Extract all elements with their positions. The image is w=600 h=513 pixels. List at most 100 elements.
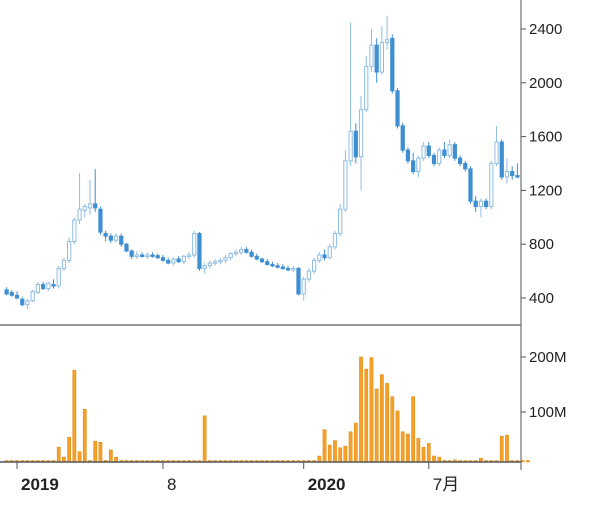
candle-body	[77, 208, 82, 221]
candle-body	[421, 145, 426, 159]
candle-body	[301, 278, 306, 295]
candle-body	[322, 254, 327, 259]
candle-body	[463, 163, 468, 170]
x-tick-label: 2020	[308, 475, 346, 494]
candle-body	[395, 90, 400, 127]
volume-bar	[499, 435, 504, 463]
volume-bar	[411, 396, 416, 463]
candle-body	[192, 232, 197, 256]
candle-body	[150, 254, 155, 257]
volume-bar	[338, 447, 343, 463]
candle-body	[25, 300, 30, 306]
candle-body	[390, 37, 395, 92]
candle-body	[186, 254, 192, 257]
volume-bar	[353, 422, 358, 463]
volume-bar	[343, 445, 348, 463]
candle-body	[4, 289, 9, 295]
price-tick-label: 400	[529, 290, 554, 307]
candle-body	[343, 160, 348, 210]
candle-body	[400, 125, 405, 151]
candle-body	[442, 149, 447, 156]
volume-bar	[374, 388, 379, 463]
volume-bar	[359, 356, 363, 463]
volume-bar	[72, 369, 77, 463]
volume-bar	[202, 415, 207, 463]
candle-body	[426, 145, 431, 156]
volume-bar	[426, 443, 431, 463]
candle-body	[249, 251, 254, 257]
candle-body	[353, 130, 358, 158]
candle-body	[134, 254, 140, 257]
candle-body	[46, 282, 51, 290]
candle-body	[285, 267, 291, 271]
candle-body	[103, 232, 108, 237]
volume-bar	[82, 409, 87, 463]
candle-body	[171, 258, 176, 264]
candle-body	[20, 298, 25, 306]
volume-bar	[421, 446, 426, 463]
candle-body	[452, 144, 457, 159]
volume-bar	[93, 440, 98, 463]
candle-body	[223, 257, 228, 261]
price-panel	[4, 15, 520, 309]
price-tick-label: 2000	[529, 75, 562, 92]
candle-body	[87, 203, 93, 209]
candle-body	[51, 284, 56, 287]
candle-body	[218, 259, 223, 263]
volume-bar	[348, 431, 353, 463]
candle-body	[275, 265, 280, 268]
candle-body	[494, 141, 499, 164]
candle-body	[140, 254, 145, 257]
candle-body	[447, 144, 452, 156]
candle-body	[291, 267, 296, 271]
x-tick-label: 2019	[21, 475, 59, 494]
candle-body	[228, 253, 233, 259]
volume-panel	[4, 356, 530, 463]
volume-bar	[400, 431, 405, 463]
candle-body	[212, 261, 218, 264]
volume-bar	[77, 451, 82, 463]
candle-body	[431, 154, 437, 164]
candle-body	[30, 290, 35, 302]
candle-body	[239, 249, 244, 253]
candle-body	[35, 284, 40, 294]
price-tick-label: 2400	[529, 21, 562, 38]
x-tick-label: 7月	[433, 475, 459, 494]
candle-body	[61, 259, 67, 269]
price-tick-label: 1600	[529, 129, 562, 146]
candle-body	[515, 175, 520, 178]
candle-body	[437, 149, 442, 165]
volume-bar	[98, 442, 103, 463]
candle-body	[405, 149, 411, 162]
volume-bar	[505, 434, 509, 463]
candle-body	[98, 208, 103, 233]
volume-tick-label: 100M	[529, 404, 567, 421]
volume-bar	[322, 429, 327, 463]
candle-body	[72, 219, 77, 243]
candle-body	[338, 208, 343, 234]
candle-body	[119, 235, 124, 245]
candle-body	[124, 243, 129, 252]
candle-body	[244, 249, 249, 253]
candle-body	[202, 265, 207, 269]
volume-bar	[406, 433, 410, 463]
volume-bar	[395, 410, 400, 463]
volume-bar	[67, 437, 72, 463]
volume-bar	[416, 438, 421, 463]
volume-bar	[327, 444, 332, 463]
volume-bar	[56, 446, 61, 463]
candle-body	[40, 284, 46, 290]
candle-body	[473, 200, 478, 208]
volume-bar	[385, 383, 389, 463]
candle-body	[416, 157, 421, 173]
candle-body	[166, 259, 171, 264]
candle-body	[233, 251, 239, 255]
volume-bar	[333, 440, 337, 463]
candle-body	[280, 266, 285, 270]
candle-body	[93, 203, 98, 209]
candle-body	[510, 171, 515, 177]
volume-bar	[390, 396, 395, 463]
candle-body	[296, 267, 301, 295]
